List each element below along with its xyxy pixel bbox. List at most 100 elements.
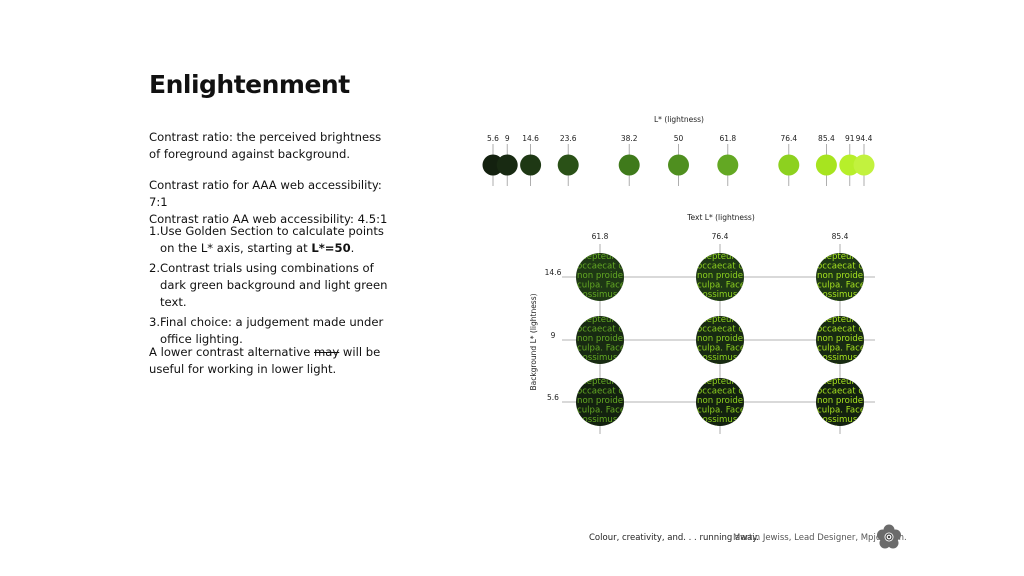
sample-text-line: oluptas ass	[697, 425, 746, 435]
grid-row-label: 14.6	[545, 268, 562, 277]
closing-paragraph: A lower contrast alternative may will be…	[149, 344, 394, 378]
sample-swatch-background	[816, 378, 864, 426]
step-number: 3.	[149, 315, 161, 329]
sample-swatch-background	[576, 378, 624, 426]
sample-text-line: possimus, om	[577, 290, 636, 300]
closing-before: A lower contrast alternative	[149, 345, 314, 359]
sample-text-line: oluptas ass	[577, 425, 626, 435]
sample-text-line: culpa. Facere	[697, 406, 754, 416]
sample-text-line: occaecat cu	[817, 262, 869, 272]
sample-text-line: occaecat cu	[697, 262, 749, 272]
sample-text-line: culpa. Facere	[817, 406, 874, 416]
grid-y-title: Background L* (lightness)	[529, 293, 538, 390]
scale-tick-label: 50	[674, 134, 684, 143]
sample-text-line: culpa. Facere	[817, 281, 874, 291]
step-number: 1.	[149, 224, 161, 238]
sample-text-line: occaecat cu	[697, 387, 749, 397]
sample-text-line: possimus, om	[577, 415, 636, 425]
sample-text-line: non proident,	[697, 271, 755, 281]
contrast-definition: Contrast ratio: the perceived brightness…	[149, 130, 382, 161]
sample-text-line: xcepteur	[697, 315, 736, 325]
lightness-swatch	[778, 154, 800, 176]
scale-tick-label: 76.4	[780, 134, 797, 143]
grid-column-label: 76.4	[712, 232, 729, 241]
grid-row-label: 9	[551, 331, 556, 340]
sample-text-line: culpa. Facere	[577, 406, 634, 416]
sample-text-line: possimus, om	[577, 353, 636, 363]
steps-list: 1. Use Golden Section to calculate point…	[149, 223, 394, 351]
sample-text-line: xcepteur	[577, 315, 616, 325]
sample-text-line: xcepteur	[577, 252, 616, 262]
scale-tick-label: 5.6	[487, 134, 499, 143]
step-number: 2.	[149, 261, 161, 275]
scale-tick-label: 91	[845, 134, 855, 143]
sample-text-line: oluptas ass	[817, 363, 866, 373]
accessibility-ratios: Contrast ratio for AAA web accessibility…	[149, 177, 394, 228]
grid-x-title: Text L* (lightness)	[686, 213, 755, 222]
aa-ratio: Contrast ratio AA web accessibility: 4.5…	[149, 212, 388, 226]
sample-text-line: oluptas ass	[697, 300, 746, 310]
step-item: 2. Contrast trials using combinations of…	[149, 260, 394, 311]
sample-swatch-background	[576, 253, 624, 301]
grid-column-label: 85.4	[832, 232, 849, 241]
sample-text-line: occaecat cu	[577, 387, 629, 397]
step-text: Final choice: a judgement made under off…	[160, 315, 384, 346]
sample-text-line: xcepteur	[577, 377, 616, 387]
sample-swatch-background	[696, 316, 744, 364]
sample-text-line: non proident,	[697, 396, 755, 406]
scale-tick-label: 23.6	[560, 134, 577, 143]
step-text: Use Golden Section to calculate points o…	[160, 224, 384, 255]
lightness-swatch	[618, 154, 640, 176]
sample-text-line: occaecat cu	[577, 262, 629, 272]
flower-logo-icon	[877, 524, 901, 549]
struck-word: may	[313, 345, 340, 359]
lightness-swatch	[496, 154, 518, 176]
aaa-ratio: Contrast ratio for AAA web accessibility…	[149, 178, 382, 209]
sample-text-line: occaecat cu	[817, 325, 869, 335]
closing-text: A lower contrast alternative may will be…	[149, 344, 394, 378]
step-highlight: L*=50	[311, 241, 351, 255]
sample-text-line: culpa. Facere	[697, 344, 754, 354]
scale-tick-label: 14.6	[522, 134, 539, 143]
sample-text-line: xcepteur	[697, 377, 736, 387]
scale-title: L* (lightness)	[654, 115, 704, 124]
step-text-end: .	[350, 241, 355, 255]
sample-text-line: culpa. Facere	[577, 281, 634, 291]
lightness-swatch	[839, 154, 861, 176]
sample-text-line: possimus, om	[817, 290, 876, 300]
lightness-swatch	[668, 154, 689, 176]
footer-tagline: Colour, creativity, and. . . running awa…	[589, 533, 759, 543]
sample-text-line: oluptas ass	[817, 425, 866, 435]
sample-text-line: culpa. Facere	[817, 344, 874, 354]
step-item: 1. Use Golden Section to calculate point…	[149, 223, 394, 257]
sample-text-line: xcepteur	[697, 252, 736, 262]
sample-text-line: occaecat cu	[577, 325, 629, 335]
scale-tick-label: 85.4	[818, 134, 835, 143]
footer-credit: Martin Jewiss, Lead Designer, Mpjdesign.	[733, 533, 907, 543]
scale-tick-label: 9	[505, 134, 510, 143]
sample-text-line: culpa. Facere	[697, 281, 754, 291]
sample-text-line: occaecat cu	[817, 387, 869, 397]
scale-tick-label: 61.8	[719, 134, 736, 143]
grid-row-label: 5.6	[547, 393, 559, 402]
sample-text-line: xcepteur	[817, 377, 856, 387]
sample-swatch-background	[816, 253, 864, 301]
sample-text-line: non proident,	[697, 334, 755, 344]
sample-text-line: non proident,	[577, 271, 635, 281]
scale-tick-label: 94.4	[856, 134, 873, 143]
lightness-swatch	[815, 154, 837, 176]
sample-text-line: possimus, om	[817, 415, 876, 425]
sample-text-line: non proident,	[817, 271, 875, 281]
sample-text-line: oluptas ass	[577, 363, 626, 373]
sample-text-line: non proident,	[817, 396, 875, 406]
lightness-swatch	[717, 154, 739, 176]
sample-text-line: oluptas ass	[817, 300, 866, 310]
sample-swatch-background	[696, 378, 744, 426]
sample-text-line: possimus, om	[697, 415, 756, 425]
